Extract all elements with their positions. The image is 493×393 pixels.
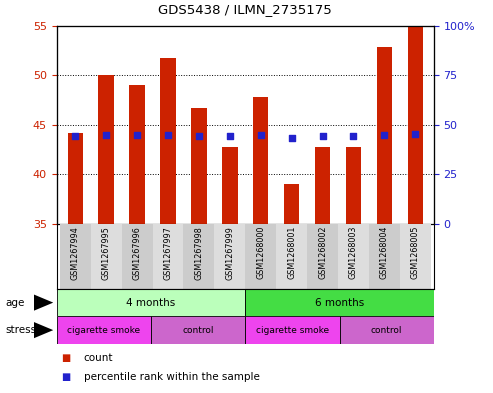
Bar xyxy=(346,147,361,224)
Text: stress: stress xyxy=(5,325,36,335)
Bar xyxy=(340,316,434,344)
Text: GSM1268001: GSM1268001 xyxy=(287,226,296,279)
Bar xyxy=(68,133,83,224)
Text: GSM1268003: GSM1268003 xyxy=(349,226,358,279)
Text: 6 months: 6 months xyxy=(315,298,364,308)
Point xyxy=(133,132,141,138)
Bar xyxy=(60,224,91,289)
Text: control: control xyxy=(182,326,214,334)
Text: count: count xyxy=(84,353,113,363)
Bar xyxy=(377,48,392,224)
Text: GSM1267994: GSM1267994 xyxy=(70,226,80,280)
Bar xyxy=(160,58,176,224)
Bar xyxy=(129,85,145,224)
Bar xyxy=(400,224,431,289)
Point xyxy=(164,132,172,138)
Text: GSM1268000: GSM1268000 xyxy=(256,226,265,279)
Bar xyxy=(245,316,340,344)
Text: age: age xyxy=(5,298,24,308)
Point xyxy=(257,132,265,138)
Bar xyxy=(99,75,114,224)
Polygon shape xyxy=(34,294,53,311)
Point xyxy=(71,132,79,139)
Bar xyxy=(276,224,307,289)
Text: GSM1267995: GSM1267995 xyxy=(102,226,110,280)
Bar xyxy=(222,147,238,224)
Point xyxy=(350,133,357,140)
Bar xyxy=(57,316,151,344)
Text: GSM1268005: GSM1268005 xyxy=(411,226,420,279)
Bar xyxy=(369,224,400,289)
Bar xyxy=(152,224,183,289)
Point xyxy=(226,133,234,140)
Text: GSM1268002: GSM1268002 xyxy=(318,226,327,279)
Text: GSM1267999: GSM1267999 xyxy=(225,226,234,280)
Bar xyxy=(183,224,214,289)
Bar xyxy=(245,224,276,289)
Text: ■: ■ xyxy=(62,372,71,382)
Text: GSM1267997: GSM1267997 xyxy=(164,226,173,280)
Bar xyxy=(253,97,269,224)
Point xyxy=(318,133,326,140)
Point xyxy=(102,132,110,138)
Point xyxy=(411,130,419,137)
Polygon shape xyxy=(34,322,53,338)
Text: GSM1267998: GSM1267998 xyxy=(194,226,204,280)
Point xyxy=(195,132,203,139)
Bar xyxy=(408,26,423,224)
Bar xyxy=(338,224,369,289)
Bar xyxy=(57,289,245,316)
Point xyxy=(381,132,388,138)
Bar xyxy=(191,108,207,224)
Bar xyxy=(307,224,338,289)
Bar xyxy=(284,184,299,224)
Bar xyxy=(122,224,152,289)
Text: cigarette smoke: cigarette smoke xyxy=(67,326,141,334)
Text: ■: ■ xyxy=(62,353,71,363)
Text: 4 months: 4 months xyxy=(126,298,176,308)
Bar xyxy=(245,289,434,316)
Bar xyxy=(91,224,122,289)
Bar xyxy=(315,147,330,224)
Bar xyxy=(214,224,245,289)
Text: cigarette smoke: cigarette smoke xyxy=(256,326,329,334)
Point xyxy=(288,135,296,141)
Text: GSM1267996: GSM1267996 xyxy=(133,226,141,280)
Text: percentile rank within the sample: percentile rank within the sample xyxy=(84,372,260,382)
Text: control: control xyxy=(371,326,402,334)
Text: GDS5438 / ILMN_2735175: GDS5438 / ILMN_2735175 xyxy=(158,3,332,16)
Bar xyxy=(151,316,245,344)
Text: GSM1268004: GSM1268004 xyxy=(380,226,389,279)
